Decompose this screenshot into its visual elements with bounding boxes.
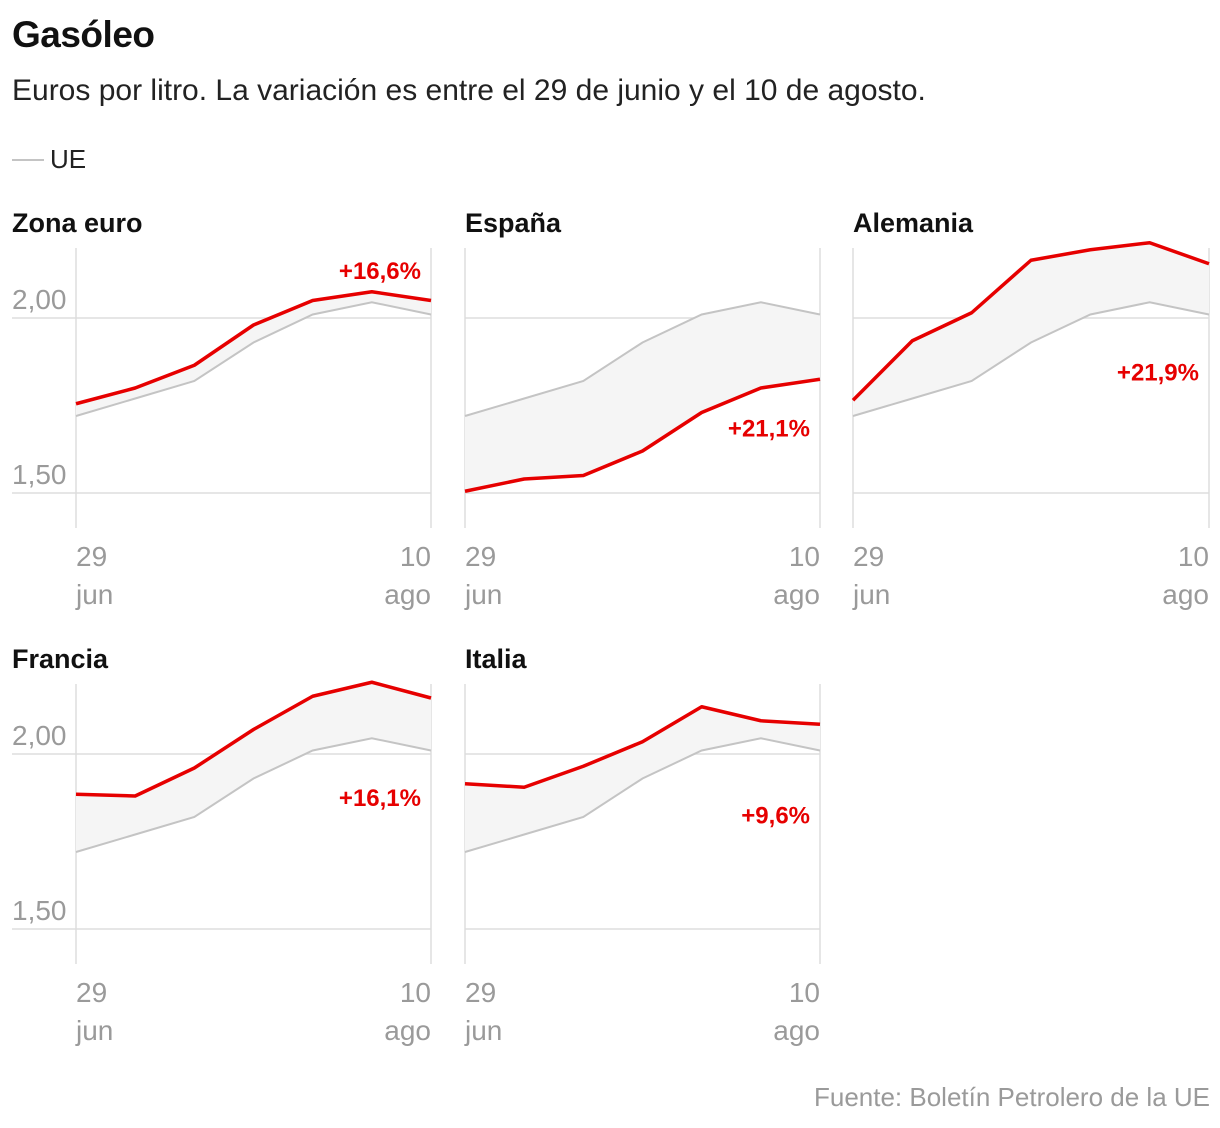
panel-title: Italia	[465, 644, 528, 674]
x-tick-label-end-day: 10	[400, 541, 431, 572]
x-tick-label-start-month: jun	[464, 1015, 502, 1046]
x-tick-label-start-month: jun	[75, 579, 113, 610]
x-tick-label-end-month: ago	[384, 1015, 431, 1046]
x-tick-label-start-day: 29	[465, 977, 496, 1008]
x-tick-label-start-day: 29	[76, 541, 107, 572]
x-tick-label-end-day: 10	[1178, 541, 1209, 572]
chart-subtitle: Euros por litro. La variación es entre e…	[12, 74, 926, 107]
country-series-line	[75, 290, 432, 406]
ue-series-line	[464, 737, 821, 853]
ue-series-line	[75, 301, 432, 417]
panel-title: Francia	[12, 644, 109, 674]
chart-title: Gasóleo	[12, 14, 155, 55]
y-tick-label: 2,00	[12, 720, 67, 751]
difference-band	[465, 302, 820, 492]
ue-series-line	[852, 301, 1210, 417]
panel-title: España	[465, 208, 562, 238]
difference-band	[76, 291, 431, 416]
legend-ue-swatch	[12, 158, 44, 161]
country-series-line	[464, 377, 821, 493]
x-tick-label-end-day: 10	[400, 977, 431, 1008]
x-tick-label-end-day: 10	[789, 977, 820, 1008]
change-label: +21,1%	[728, 416, 810, 443]
x-tick-label-start-month: jun	[464, 579, 502, 610]
x-tick-label-end-month: ago	[773, 579, 820, 610]
y-tick-label: 1,50	[12, 895, 67, 926]
ue-series-line	[464, 301, 821, 417]
panel-title: Alemania	[853, 208, 974, 238]
source-note: Fuente: Boletín Petrolero de la UE	[813, 1082, 1210, 1112]
country-series-line	[851, 241, 1210, 402]
x-tick-label-end-month: ago	[1162, 579, 1209, 610]
change-label: +21,9%	[1117, 360, 1199, 387]
country-series-line	[75, 680, 432, 798]
panel-title: Zona euro	[12, 208, 143, 238]
change-label: +9,6%	[741, 803, 810, 830]
country-series-line	[464, 705, 821, 789]
x-tick-label-start-month: jun	[852, 579, 890, 610]
x-tick-label-start-month: jun	[75, 1015, 113, 1046]
change-label: +16,1%	[339, 785, 421, 812]
change-label: +16,6%	[339, 258, 421, 285]
difference-band	[76, 682, 431, 852]
difference-band	[853, 242, 1209, 416]
x-tick-label-end-month: ago	[384, 579, 431, 610]
y-tick-label: 1,50	[12, 459, 67, 490]
legend-ue-label: UE	[50, 144, 87, 174]
x-tick-label-end-month: ago	[773, 1015, 820, 1046]
x-tick-label-start-day: 29	[76, 977, 107, 1008]
x-tick-label-start-day: 29	[853, 541, 884, 572]
legend: UE	[12, 144, 86, 175]
difference-band	[465, 706, 820, 852]
x-tick-label-end-day: 10	[789, 541, 820, 572]
ue-series-line	[75, 737, 432, 853]
x-tick-label-start-day: 29	[465, 541, 496, 572]
y-tick-label: 2,00	[12, 284, 67, 315]
